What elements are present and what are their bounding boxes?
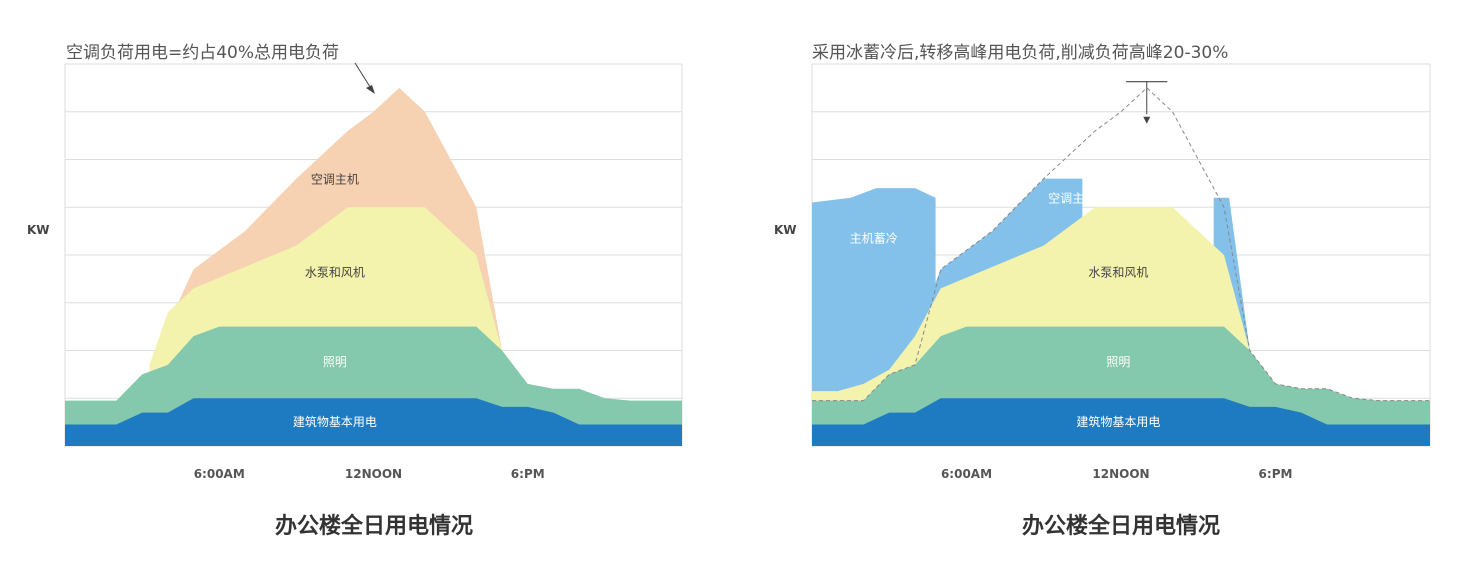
right-label-lighting: 照明 xyxy=(1106,355,1130,369)
right-label-storage: 主机蓄冷 xyxy=(850,232,898,246)
right-plot-svg: 主机蓄冷 空调主机 水泵和风机 照明 建筑物基本用电 6:00AM 12NOON… xyxy=(811,63,1431,481)
right-y-axis-label: KW xyxy=(774,223,797,237)
right-reduction-arrow-head xyxy=(1143,116,1151,124)
left-annotation: 空调负荷用电=约占40%总用电负荷 xyxy=(66,43,340,63)
right-xtick-6pm: 6:PM xyxy=(1259,467,1293,481)
left-xtick-6pm: 6:PM xyxy=(511,467,545,481)
left-chart-title: 办公楼全日用电情况 xyxy=(274,514,473,539)
left-y-axis-label: KW xyxy=(27,223,50,237)
left-label-pump: 水泵和风机 xyxy=(305,265,365,279)
left-label-lighting: 照明 xyxy=(323,355,347,369)
left-label-base: 建筑物基本用电 xyxy=(293,414,377,429)
left-xtick-6am: 6:00AM xyxy=(194,467,245,481)
left-xtick-noon: 12NOON xyxy=(345,467,402,481)
chart-panel-left: 空调主机 水泵和风机 照明 建筑物基本用电 6:00AM 12NOON 6:PM… xyxy=(0,0,740,565)
right-original-peak-outline xyxy=(812,87,1430,402)
right-annotation: 采用冰蓄冷后,转移高峰用电负荷,削减负荷高峰20-30% xyxy=(812,43,1229,63)
chart-panel-right: 主机蓄冷 空调主机 水泵和风机 照明 建筑物基本用电 6:00AM 12NOON… xyxy=(741,0,1481,565)
right-label-ac: 空调主机 xyxy=(1048,191,1096,205)
right-xtick-noon: 12NOON xyxy=(1092,467,1149,481)
left-label-ac: 空调主机 xyxy=(311,172,359,186)
right-xtick-6am: 6:00AM xyxy=(941,467,992,481)
right-label-pump: 水泵和风机 xyxy=(1088,265,1148,279)
left-annotation-arrow-line xyxy=(354,62,373,91)
left-plot-svg: 空调主机 水泵和风机 照明 建筑物基本用电 6:00AM 12NOON 6:PM xyxy=(64,62,683,481)
right-label-base: 建筑物基本用电 xyxy=(1076,414,1160,429)
left-area-base-load xyxy=(65,398,682,446)
right-area-base-load xyxy=(812,398,1430,446)
left-annotation-arrow-head xyxy=(366,85,375,94)
right-chart-title: 办公楼全日用电情况 xyxy=(1021,514,1220,539)
